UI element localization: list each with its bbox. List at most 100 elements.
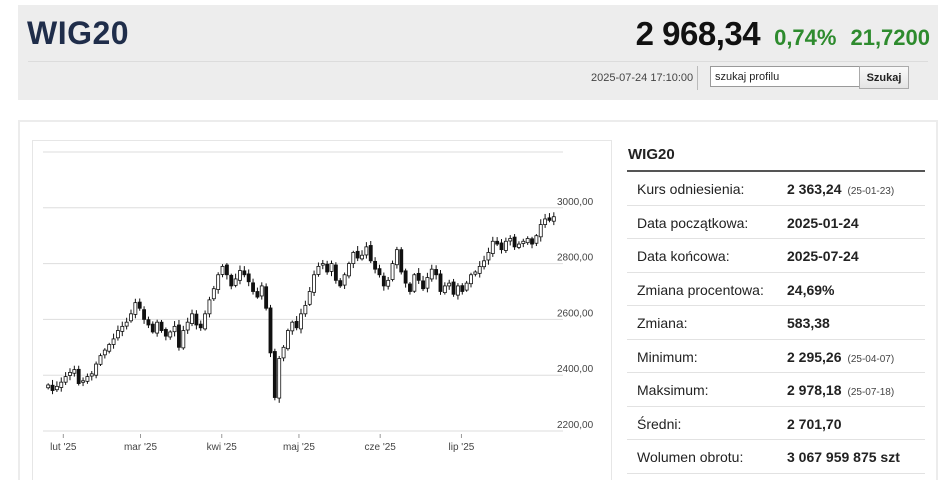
candle-down [460,285,465,292]
candle-up [220,265,225,275]
ticker-symbol: WIG20 [27,15,130,51]
candle-up [107,344,112,352]
chart-svg: 2200,00 2400,00 2600,00 2800,00 3000,00 lut '… [43,151,594,453]
candle-down [242,270,247,276]
candle-down [377,268,382,276]
search-button[interactable]: Szukaj [859,66,909,89]
candle-up [486,252,491,261]
stat-label: Średni: [637,415,682,432]
stats-table: WIG20 Kurs odniesienia: 2 363,24 (25-01-23… [627,142,925,474]
candle-down [251,282,255,292]
candle-down [198,323,203,329]
candle-up [172,325,177,333]
candle-up [203,313,208,330]
candle-up [63,376,68,383]
change-absolute: 21,7200 [850,25,930,50]
candle-up [525,238,530,244]
candle-down [416,272,421,281]
quote-datetime: 2025-07-24 17:10:00 [591,72,694,84]
candle-down [530,238,534,245]
candle-up [207,299,212,315]
candle-up [303,305,308,315]
candle-down [76,368,81,384]
candle-up [442,285,447,294]
candle-down [338,280,343,287]
candle-down [399,249,404,273]
x-tick-label: cze '25 [365,442,397,453]
stat-row: Minimum: 2 295,26 (25-04-07) [627,340,925,373]
candle-down [434,269,439,276]
stat-label: Data końcowa: [637,248,730,264]
stat-date: (25-07-18) [847,387,895,398]
candle-up [211,288,216,300]
stat-row: Zmiana: 583,38 [627,306,925,340]
candle-up [490,240,495,254]
stat-row: Zmiana procentowa: 24,69% [627,273,925,306]
candle-up [464,282,469,291]
last-price: 2 968,34 [635,15,761,52]
candle-up [233,278,238,286]
y-tick-label: 3000,00 [557,197,594,208]
stat-value: 24,69% [787,282,834,298]
candle-up [517,243,521,248]
stat-value: 2025-07-24 [787,248,859,264]
candle-up [521,240,526,244]
stat-value-text: 2 978,18 [787,382,842,398]
candle-down [451,281,456,295]
candle-up [190,313,194,324]
change-percent: 0,74% [774,25,837,50]
candle-up [347,263,351,277]
x-tick-label: maj '25 [283,442,315,453]
candle-down [373,260,378,270]
candle-up [316,265,321,275]
candle-down [142,309,147,320]
stat-row: Data końcowa: 2025-07-24 [627,239,925,273]
stat-label: Kurs odniesienia: [637,181,745,197]
candle-down [381,275,386,287]
stat-value: 583,38 [787,315,830,331]
candle-up [429,268,434,280]
candle-up [299,313,303,330]
candle-up [447,282,452,287]
stat-value: 2 701,70 [787,416,842,432]
candle-down [150,323,155,333]
candle-down [403,270,408,284]
candle-up [390,263,395,280]
candle-up [185,321,190,331]
candlestick-chart: 2200,00 2400,00 2600,00 2800,00 3000,00 lut '… [32,140,612,480]
candle-down [194,313,199,326]
stat-value: 2 978,18 (25-07-18) [787,382,894,398]
candle-down [368,245,373,262]
stat-value-text: 24,69% [787,281,835,298]
candle-up [508,238,513,242]
candle-up [312,274,317,293]
candle-up [469,274,473,285]
y-tick-label: 2400,00 [557,364,594,375]
profile-search-input[interactable] [710,66,860,87]
candle-up [290,321,295,332]
candle-up [120,325,125,332]
candle-up [168,331,173,338]
candle-up [307,291,312,305]
candle-down [438,273,443,292]
candle-up [72,369,77,374]
stat-row: Maksimum: 2 978,18 (25-07-18) [627,373,925,407]
candle-down [333,264,338,281]
candle-up [364,246,369,256]
stat-value: 2025-01-24 [787,215,859,231]
stat-date: (25-01-23) [847,186,895,197]
stat-value-text: 2 295,26 [787,348,842,365]
candle-up [477,265,482,274]
candle-down [355,250,360,259]
candle-up [238,270,242,281]
candle-up [320,263,325,266]
candle-up [115,330,120,339]
candle-down [421,280,425,290]
candle-up [102,349,107,356]
stat-value-text: 2025-07-24 [787,248,859,264]
candle-up [360,254,364,260]
candle-down [264,286,269,309]
candle-up [216,274,221,290]
candle-down [163,329,168,337]
candle-up [503,240,508,251]
